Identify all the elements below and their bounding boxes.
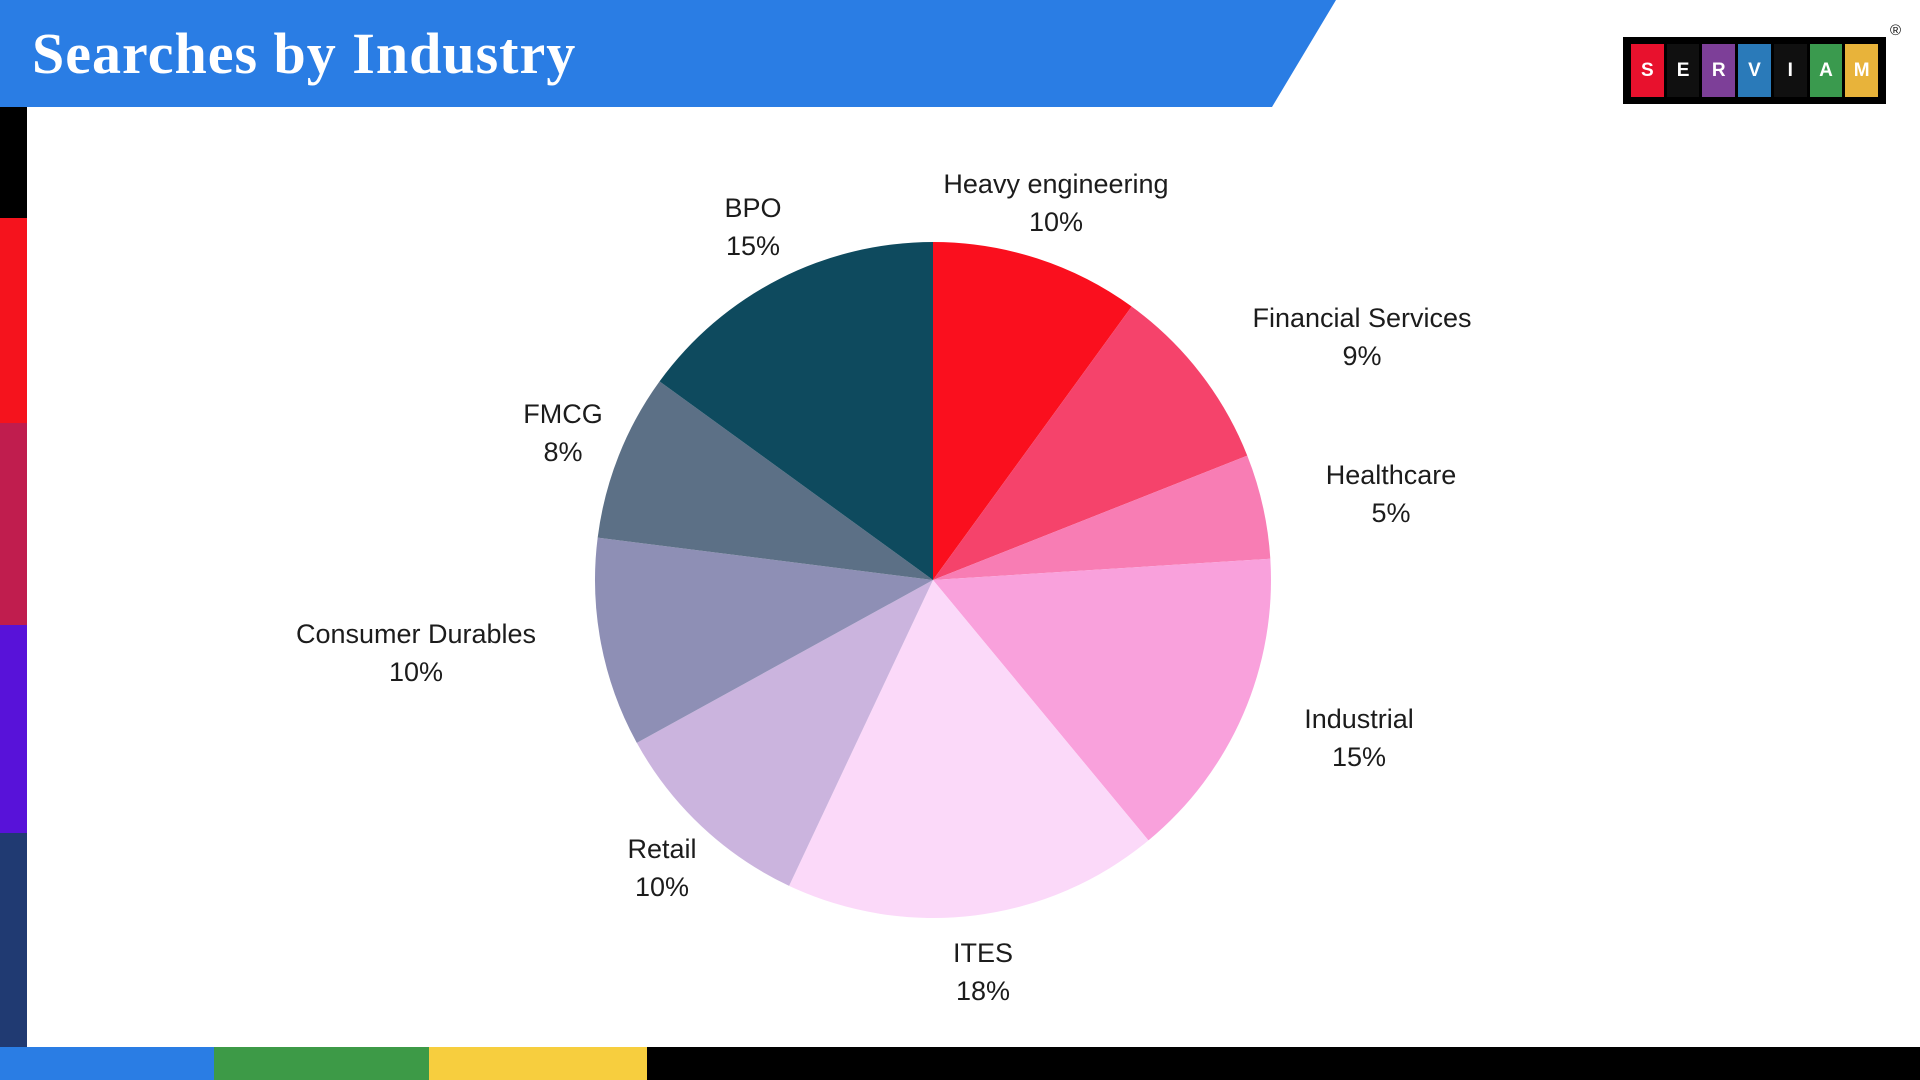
bottom-stripe-bar — [0, 1047, 1920, 1080]
pie-label-healthcare: Healthcare 5% — [1326, 456, 1457, 532]
pie-label-financial-services: Financial Services 9% — [1252, 299, 1471, 375]
pie-slice-consumer-durables — [595, 537, 933, 743]
bottom-stripe-segment — [214, 1047, 429, 1080]
pie-label-name: Heavy engineering — [943, 169, 1169, 199]
left-stripe-segment — [0, 833, 27, 1048]
bottom-stripe-segment — [647, 1047, 1920, 1080]
pie-label-industrial: Industrial 15% — [1304, 700, 1414, 776]
pie-label-fmcg: FMCG 8% — [523, 395, 602, 471]
pie-slice-fmcg — [597, 381, 933, 580]
pie-label-ites: ITES 18% — [953, 934, 1013, 1010]
logo-letter-tile: A — [1809, 44, 1843, 97]
left-stripe-bar — [0, 107, 27, 1048]
pie-slice-financial-services — [933, 306, 1248, 580]
page-title: Searches by Industry — [32, 21, 577, 86]
pie-label-value: 9% — [1342, 341, 1382, 371]
bottom-stripe-segment — [0, 1047, 214, 1080]
registered-trademark-icon: ® — [1890, 22, 1902, 39]
pie-label-value: 18% — [955, 976, 1011, 1006]
pie-label-value: 10% — [1028, 207, 1084, 237]
pie-chart — [595, 242, 1271, 918]
pie-label-name: ITES — [952, 938, 1014, 968]
pie-label-value: 15% — [1331, 742, 1387, 772]
logo-letter-tile: E — [1666, 44, 1700, 97]
left-stripe-segment — [0, 107, 27, 218]
pie-label-name: Retail — [627, 834, 697, 864]
pie-label-heavy-engineering: Heavy engineering 10% — [943, 165, 1168, 241]
pie-label-name: Industrial — [1304, 704, 1414, 734]
pie-label-name: BPO — [724, 193, 782, 223]
pie-label-value: 10% — [388, 657, 444, 687]
pie-slice-healthcare — [933, 455, 1271, 580]
logo-letter-tile: R — [1702, 44, 1736, 97]
logo-letter-tile: S — [1631, 44, 1664, 97]
header-banner: Searches by Industry — [0, 0, 1336, 107]
pie-slice-ites — [789, 580, 1149, 918]
pie-label-name: FMCG — [523, 399, 603, 429]
left-stripe-segment — [0, 625, 27, 833]
pie-label-retail: Retail 10% — [627, 830, 696, 906]
logo-letter-tile: M — [1845, 44, 1879, 97]
pie-label-consumer-durables: Consumer Durables 10% — [296, 615, 536, 691]
pie-slice-bpo — [659, 242, 933, 580]
logo-letter-tile: I — [1773, 44, 1807, 97]
left-stripe-segment — [0, 218, 27, 423]
pie-label-value: 10% — [634, 872, 690, 902]
bottom-stripe-segment — [429, 1047, 647, 1080]
pie-slice-heavy-engineering — [933, 242, 1132, 580]
logo-letter-tile: V — [1738, 44, 1771, 97]
pie-label-value: 5% — [1371, 498, 1411, 528]
pie-label-bpo: BPO 15% — [724, 189, 781, 265]
left-stripe-segment — [0, 423, 27, 625]
pie-label-value: 8% — [543, 437, 583, 467]
pie-label-name: Consumer Durables — [295, 619, 537, 649]
pie-label-name: Financial Services — [1252, 303, 1472, 333]
pie-slice-industrial — [933, 558, 1271, 841]
pie-label-name: Healthcare — [1325, 460, 1457, 490]
pie-label-value: 15% — [725, 231, 781, 261]
pie-slice-retail — [636, 580, 933, 886]
